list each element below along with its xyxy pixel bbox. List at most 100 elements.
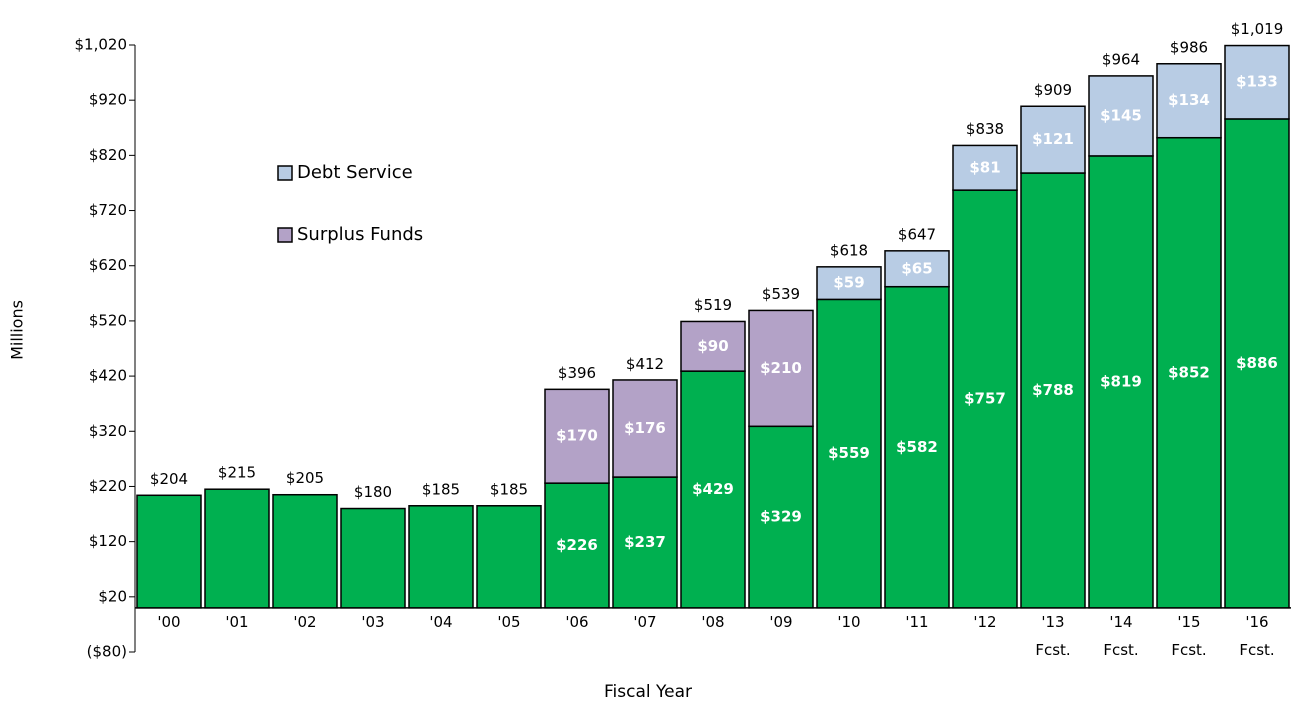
x-tick-label: '03 xyxy=(361,612,385,631)
segment-label: $176 xyxy=(624,419,666,437)
y-tick-label: $520 xyxy=(89,311,127,329)
segment-label: $81 xyxy=(969,158,1000,176)
bar-segment xyxy=(816,266,882,301)
y-tick-label: $220 xyxy=(89,477,127,495)
total-label: $647 xyxy=(898,225,936,243)
bar-segment xyxy=(1156,63,1222,139)
segment-label: $134 xyxy=(1168,91,1210,109)
x-tick-label: '00 xyxy=(157,612,181,631)
bar-segment xyxy=(816,298,882,609)
x-tick-label: '12 xyxy=(973,612,997,631)
segment-label: $559 xyxy=(828,444,870,462)
segment-label: $170 xyxy=(556,427,598,445)
segment-label: $210 xyxy=(760,359,802,377)
total-label: $539 xyxy=(762,285,800,303)
total-label: $180 xyxy=(354,483,392,501)
total-label: $396 xyxy=(558,364,596,382)
bar-segment xyxy=(884,285,950,609)
y-tick-label: $1,020 xyxy=(75,36,128,54)
x-tick-label: '05 xyxy=(497,612,521,631)
y-tick-label: $620 xyxy=(89,256,127,274)
legend-label: Debt Service xyxy=(297,162,413,183)
legend-swatch xyxy=(277,165,293,181)
legend-swatch xyxy=(277,227,293,243)
segment-label: $329 xyxy=(760,508,802,526)
total-label: $838 xyxy=(966,120,1004,138)
segment-label: $226 xyxy=(556,536,598,554)
bar-segment xyxy=(748,425,814,609)
y-tick-label: $720 xyxy=(89,201,127,219)
bar-segment xyxy=(272,493,338,609)
total-label: $185 xyxy=(422,480,460,498)
segment-label: $852 xyxy=(1168,363,1210,381)
y-tick-label: $820 xyxy=(89,146,127,164)
bar-segment xyxy=(544,482,610,609)
segment-label: $59 xyxy=(833,274,864,292)
x-tick-label: '13 Fcst. xyxy=(1035,612,1071,659)
segment-label: $133 xyxy=(1236,73,1278,91)
bar-segment xyxy=(1156,136,1222,609)
bar-segment xyxy=(748,309,814,428)
total-label: $964 xyxy=(1102,50,1140,68)
segment-label: $90 xyxy=(697,337,728,355)
segment-label: $886 xyxy=(1236,354,1278,372)
bar-segment xyxy=(476,505,542,609)
segment-label: $757 xyxy=(964,389,1006,407)
bar-segment xyxy=(680,320,746,372)
bar-segment xyxy=(544,388,610,484)
bar-segment xyxy=(1020,105,1086,174)
x-tick-label: '07 xyxy=(633,612,657,631)
total-label: $215 xyxy=(218,464,256,482)
bar-segment xyxy=(136,494,202,609)
bar-segment xyxy=(204,488,270,609)
x-tick-label: '10 xyxy=(837,612,861,631)
total-label: $618 xyxy=(830,241,868,259)
y-tick-label: ($80) xyxy=(87,643,127,661)
total-label: $986 xyxy=(1170,38,1208,56)
x-tick-label: '08 xyxy=(701,612,725,631)
bar-segment xyxy=(1224,44,1290,120)
total-label: $412 xyxy=(626,355,664,373)
y-tick-label: $320 xyxy=(89,422,127,440)
bar-segment xyxy=(952,144,1018,191)
x-tick-label: '09 xyxy=(769,612,793,631)
x-tick-label: '06 xyxy=(565,612,589,631)
y-tick-label: $20 xyxy=(98,587,127,605)
segment-label: $121 xyxy=(1032,130,1074,148)
segment-label: $65 xyxy=(901,259,932,277)
y-tick-label: $420 xyxy=(89,367,127,385)
bar-segment xyxy=(612,476,678,609)
bar-segment xyxy=(1088,155,1154,609)
x-tick-label: '15 Fcst. xyxy=(1171,612,1207,659)
x-tick-label: '01 xyxy=(225,612,249,631)
segment-label: $788 xyxy=(1032,381,1074,399)
y-tick-label: $120 xyxy=(89,532,127,550)
segment-label: $237 xyxy=(624,533,666,551)
segment-label: $145 xyxy=(1100,106,1142,124)
bar-segment xyxy=(680,370,746,609)
bar-segment xyxy=(408,505,474,609)
segment-label: $819 xyxy=(1100,372,1142,390)
x-tick-label: '04 xyxy=(429,612,453,631)
total-label: $909 xyxy=(1034,81,1072,99)
bar-segment xyxy=(340,507,406,609)
bar-segment xyxy=(1088,75,1154,157)
bar-segment xyxy=(952,189,1018,609)
segment-label: $429 xyxy=(692,480,734,498)
total-label: $204 xyxy=(150,470,188,488)
x-tick-label: '14 Fcst. xyxy=(1103,612,1139,659)
x-tick-label: '16 Fcst. xyxy=(1239,612,1275,659)
x-tick-label: '02 xyxy=(293,612,317,631)
bar-segment xyxy=(884,250,950,288)
bar-segment xyxy=(1020,172,1086,609)
y-tick-label: $920 xyxy=(89,91,127,109)
y-axis-label: Millions xyxy=(8,300,27,360)
total-label: $205 xyxy=(286,469,324,487)
total-label: $1,019 xyxy=(1231,20,1284,38)
segment-label: $582 xyxy=(896,438,938,456)
x-tick-label: '11 xyxy=(905,612,929,631)
total-label: $185 xyxy=(490,480,528,498)
bar-segment xyxy=(612,379,678,478)
